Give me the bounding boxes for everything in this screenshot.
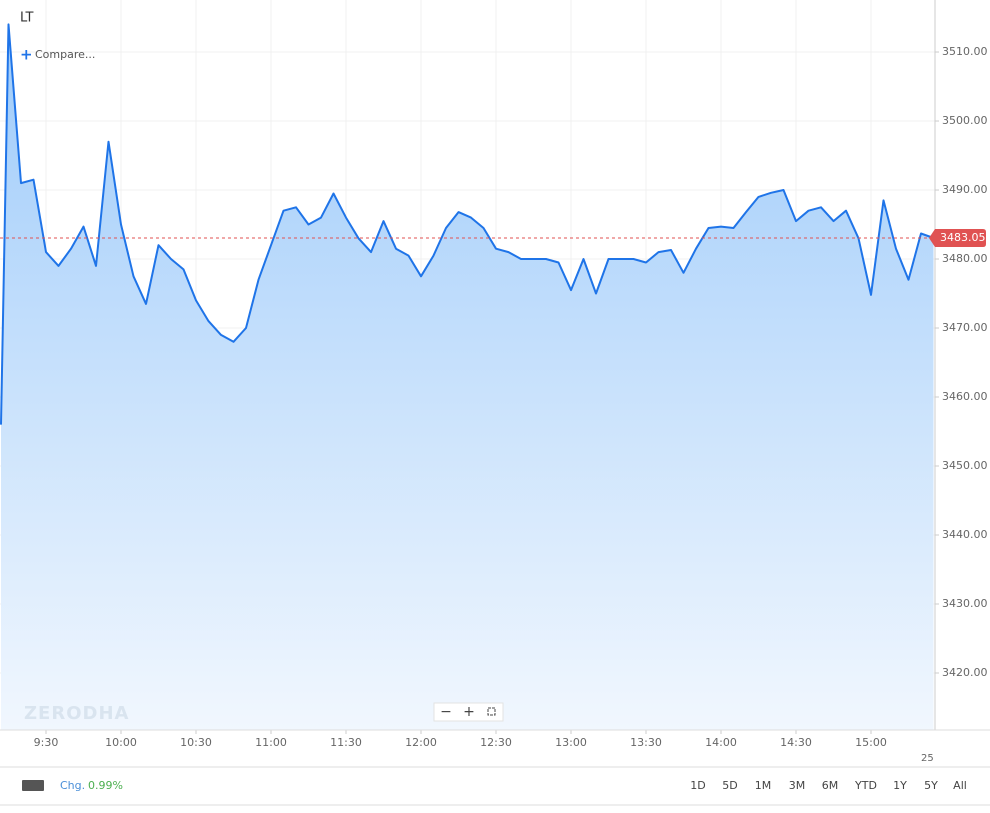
y-tick-label: 3460.00: [942, 390, 988, 403]
last-price-badge: [929, 228, 986, 247]
range-button[interactable]: 5Y: [924, 779, 938, 792]
range-button[interactable]: 5D: [722, 779, 737, 792]
y-tick-label: 3500.00: [942, 114, 988, 127]
compare-link[interactable]: Compare...: [35, 48, 95, 61]
x-tick-label: 14:00: [705, 736, 737, 749]
watermark: ZERODHA: [24, 703, 129, 724]
change-value: 0.99%: [88, 779, 123, 792]
y-tick-label: 3490.00: [942, 183, 988, 196]
chart-title: LT: [20, 11, 33, 26]
y-tick-label: 3450.00: [942, 459, 988, 472]
x-tick-label: 13:30: [630, 736, 662, 749]
x-tick-label: 12:00: [405, 736, 437, 749]
range-button[interactable]: 1Y: [893, 779, 907, 792]
y-tick-label: 3440.00: [942, 528, 988, 541]
x-tick-label: 10:00: [105, 736, 137, 749]
change-label: Chg.: [60, 779, 85, 792]
range-button[interactable]: 1M: [755, 779, 772, 792]
last-price-label: 3483.05: [940, 231, 986, 244]
area: [1, 24, 934, 730]
range-button[interactable]: All: [953, 779, 967, 792]
range-button[interactable]: 6M: [822, 779, 839, 792]
y-tick-label: 3510.00: [942, 45, 988, 58]
x-tick-label: 9:30: [34, 736, 59, 749]
x-tick-label: 13:00: [555, 736, 587, 749]
x-tick-label: 11:00: [255, 736, 287, 749]
zoom-in[interactable]: +: [463, 704, 475, 720]
y-tick-label: 3430.00: [942, 597, 988, 610]
range-button[interactable]: YTD: [854, 779, 877, 792]
x-tick-label: 12:30: [480, 736, 512, 749]
x-tick-label: 15:00: [855, 736, 887, 749]
zoom-box: [433, 702, 504, 722]
price-line: [0, 23, 934, 425]
x-tick-label: 11:30: [330, 736, 362, 749]
compare-plus[interactable]: +: [20, 46, 33, 64]
x-tick-label: 14:30: [780, 736, 812, 749]
zoom-controls: − +: [433, 702, 504, 722]
keyboard-icon[interactable]: [22, 780, 44, 791]
y-tick-label: 3480.00: [942, 252, 988, 265]
x-tick-label: 10:30: [180, 736, 212, 749]
date-label: 25: [921, 753, 934, 764]
range-button[interactable]: 1D: [690, 779, 705, 792]
range-button[interactable]: 3M: [789, 779, 806, 792]
y-tick-label: 3470.00: [942, 321, 988, 334]
fullscreen[interactable]: [487, 707, 496, 716]
zoom-out[interactable]: −: [440, 704, 452, 720]
y-tick-label: 3420.00: [942, 666, 988, 679]
